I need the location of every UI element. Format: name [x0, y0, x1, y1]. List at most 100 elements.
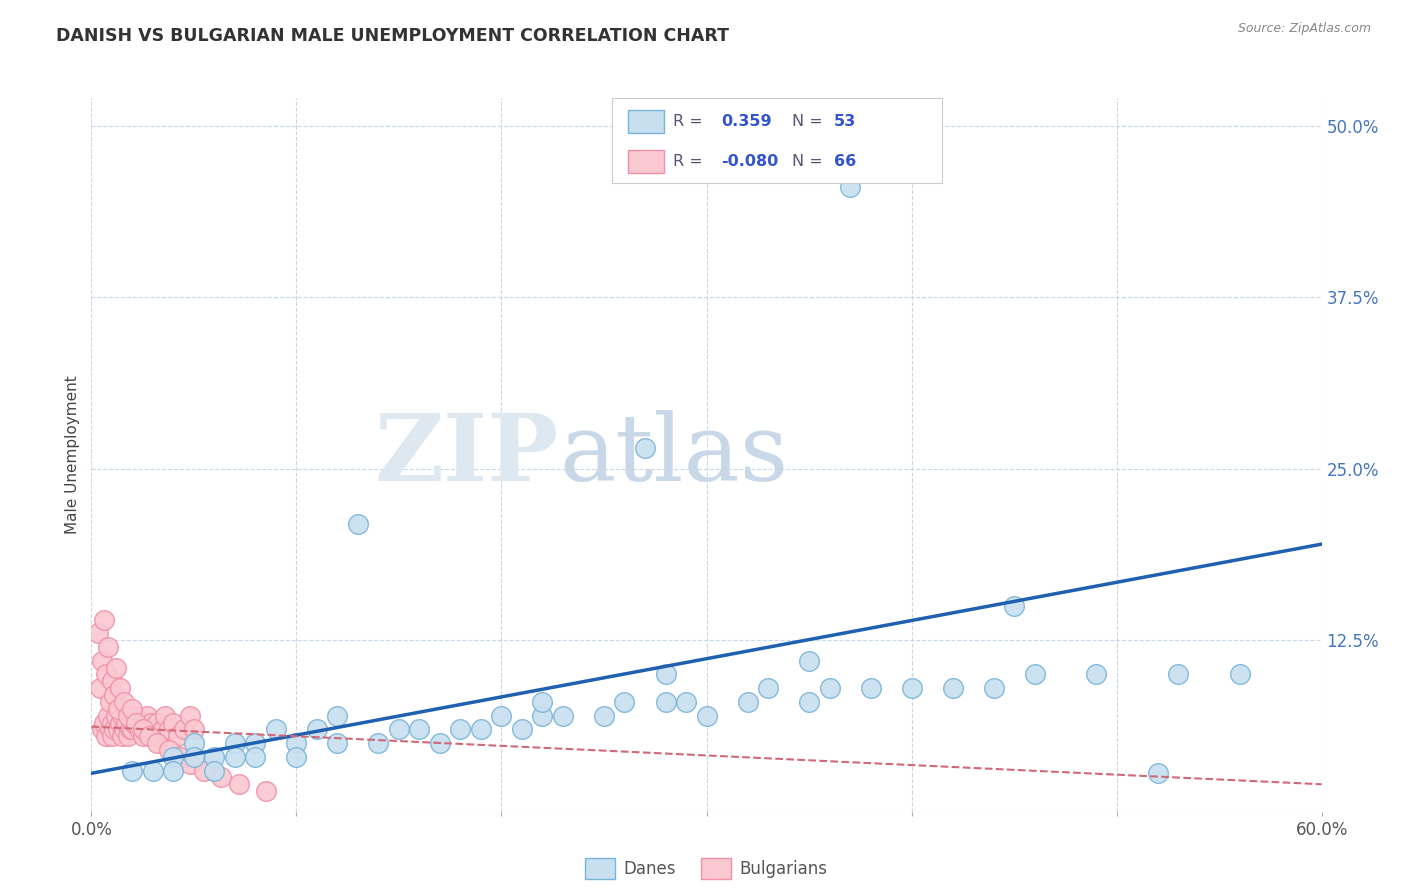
- Point: [129, 715, 152, 730]
- Point: [179, 756, 201, 771]
- Point: [429, 736, 451, 750]
- Point: [138, 729, 160, 743]
- Point: [121, 708, 143, 723]
- Point: [347, 516, 370, 531]
- Text: -0.080: -0.080: [721, 154, 779, 169]
- Point: [105, 660, 127, 674]
- Point: [654, 695, 676, 709]
- Point: [112, 723, 135, 737]
- Point: [117, 729, 139, 743]
- Point: [193, 764, 215, 778]
- Point: [135, 708, 157, 723]
- Point: [103, 723, 125, 737]
- Point: [111, 708, 134, 723]
- Point: [326, 708, 349, 723]
- Point: [142, 729, 165, 743]
- Text: 0.359: 0.359: [721, 114, 772, 129]
- Point: [408, 723, 430, 737]
- Point: [115, 715, 138, 730]
- Point: [491, 708, 513, 723]
- Point: [162, 749, 184, 764]
- Point: [1146, 766, 1168, 780]
- Point: [983, 681, 1005, 696]
- Point: [108, 715, 131, 730]
- Point: [124, 715, 146, 730]
- Text: DANISH VS BULGARIAN MALE UNEMPLOYMENT CORRELATION CHART: DANISH VS BULGARIAN MALE UNEMPLOYMENT CO…: [56, 27, 730, 45]
- Point: [245, 736, 267, 750]
- Text: ZIP: ZIP: [374, 410, 558, 500]
- Text: atlas: atlas: [558, 410, 789, 500]
- Point: [98, 695, 121, 709]
- Point: [139, 715, 162, 730]
- Point: [531, 695, 554, 709]
- Point: [105, 708, 127, 723]
- Point: [108, 681, 131, 696]
- Text: N =: N =: [792, 154, 823, 169]
- Point: [107, 723, 129, 737]
- Point: [179, 708, 201, 723]
- Point: [1167, 667, 1189, 681]
- Point: [510, 723, 533, 737]
- Point: [737, 695, 759, 709]
- Point: [117, 708, 139, 723]
- Point: [551, 708, 574, 723]
- Point: [148, 729, 170, 743]
- Point: [103, 688, 125, 702]
- Point: [797, 654, 820, 668]
- Point: [90, 723, 112, 737]
- Point: [89, 681, 111, 696]
- Point: [101, 674, 124, 689]
- Point: [900, 681, 922, 696]
- Text: R =: R =: [673, 114, 703, 129]
- Point: [101, 729, 124, 743]
- Point: [152, 723, 174, 737]
- Point: [654, 667, 676, 681]
- Point: [93, 715, 115, 730]
- Point: [94, 729, 117, 743]
- Point: [183, 723, 205, 737]
- Point: [111, 729, 134, 743]
- Point: [859, 681, 882, 696]
- Text: Source: ZipAtlas.com: Source: ZipAtlas.com: [1237, 22, 1371, 36]
- Point: [245, 749, 267, 764]
- Point: [146, 736, 169, 750]
- Point: [285, 749, 308, 764]
- Point: [125, 708, 148, 723]
- Point: [90, 654, 112, 668]
- Text: 53: 53: [834, 114, 856, 129]
- Point: [367, 736, 389, 750]
- Text: N =: N =: [792, 114, 823, 129]
- Text: 66: 66: [834, 154, 856, 169]
- Point: [613, 695, 636, 709]
- Point: [470, 723, 492, 737]
- Point: [169, 749, 191, 764]
- Point: [224, 749, 246, 764]
- Point: [162, 764, 184, 778]
- Point: [264, 723, 287, 737]
- Point: [157, 743, 180, 757]
- Point: [94, 667, 117, 681]
- Point: [97, 708, 120, 723]
- Point: [593, 708, 616, 723]
- Point: [121, 723, 143, 737]
- Point: [98, 723, 121, 737]
- Point: [942, 681, 965, 696]
- Point: [388, 723, 411, 737]
- Point: [120, 723, 142, 737]
- Point: [285, 736, 308, 750]
- Point: [131, 723, 153, 737]
- Point: [224, 736, 246, 750]
- Point: [675, 695, 697, 709]
- Point: [131, 729, 153, 743]
- Point: [142, 764, 165, 778]
- Point: [202, 764, 225, 778]
- Point: [305, 723, 328, 737]
- Point: [86, 626, 108, 640]
- Point: [162, 715, 184, 730]
- Point: [1002, 599, 1025, 613]
- Point: [93, 613, 115, 627]
- Point: [634, 441, 657, 455]
- Point: [1229, 667, 1251, 681]
- Point: [531, 708, 554, 723]
- Legend: Danes, Bulgarians: Danes, Bulgarians: [579, 852, 834, 886]
